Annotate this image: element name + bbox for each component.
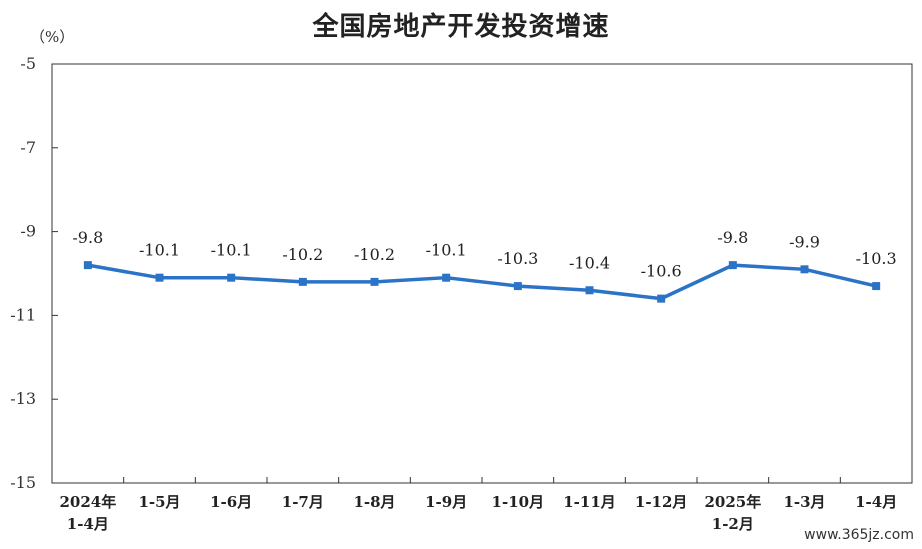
x-tick-label: 2024年 1-4月 <box>59 493 116 533</box>
data-label: -10.4 <box>569 253 610 272</box>
data-point <box>227 273 236 282</box>
x-tick-label: 1-3月 <box>783 493 825 511</box>
data-label: -9.8 <box>72 228 103 247</box>
data-point <box>872 282 881 291</box>
data-point <box>800 265 809 274</box>
x-tick-label: 1-9月 <box>425 493 467 511</box>
data-label: -10.2 <box>354 245 395 264</box>
x-tick-label: 1-11月 <box>563 493 616 511</box>
y-tick-label: -13 <box>10 389 36 408</box>
data-label: -9.8 <box>717 228 748 247</box>
data-label: -10.1 <box>426 241 467 260</box>
data-point <box>513 282 522 291</box>
data-point <box>155 273 164 282</box>
data-label: -10.6 <box>641 262 682 281</box>
y-axis-unit-label: （%） <box>30 28 75 46</box>
x-tick-label: 1-10月 <box>492 493 545 511</box>
x-tick-label: 1-7月 <box>282 493 324 511</box>
x-tick-label: 1-4月 <box>855 493 897 511</box>
series-line <box>87 263 877 301</box>
data-label: -10.1 <box>211 241 252 260</box>
x-tick-label: 1-12月 <box>635 493 688 511</box>
data-label: -10.3 <box>856 249 897 268</box>
x-tick-label: 1-5月 <box>138 493 180 511</box>
data-label: -10.3 <box>497 249 538 268</box>
x-tick-label: 1-6月 <box>210 493 252 511</box>
y-tick-label: -15 <box>10 473 36 492</box>
x-tick-label: 2025年 1-2月 <box>704 493 761 533</box>
data-point <box>442 273 451 282</box>
x-tick-label: 1-8月 <box>353 493 395 511</box>
data-label: -10.1 <box>139 241 180 260</box>
data-label: -9.9 <box>789 232 820 251</box>
chart-title: 全国房地产开发投资增速 <box>312 12 610 42</box>
watermark: www.365jz.com <box>804 527 914 543</box>
data-label: -10.2 <box>282 245 323 264</box>
y-tick-label: -11 <box>10 305 36 324</box>
data-point <box>83 261 92 270</box>
data-point <box>585 286 594 295</box>
y-tick-label: -7 <box>20 138 36 157</box>
data-point <box>728 261 737 270</box>
y-tick-label: -5 <box>20 54 36 73</box>
plot-frame <box>51 63 913 484</box>
data-point <box>298 277 307 286</box>
y-tick-label: -9 <box>20 222 36 241</box>
data-point <box>657 294 666 303</box>
data-point <box>370 277 379 286</box>
